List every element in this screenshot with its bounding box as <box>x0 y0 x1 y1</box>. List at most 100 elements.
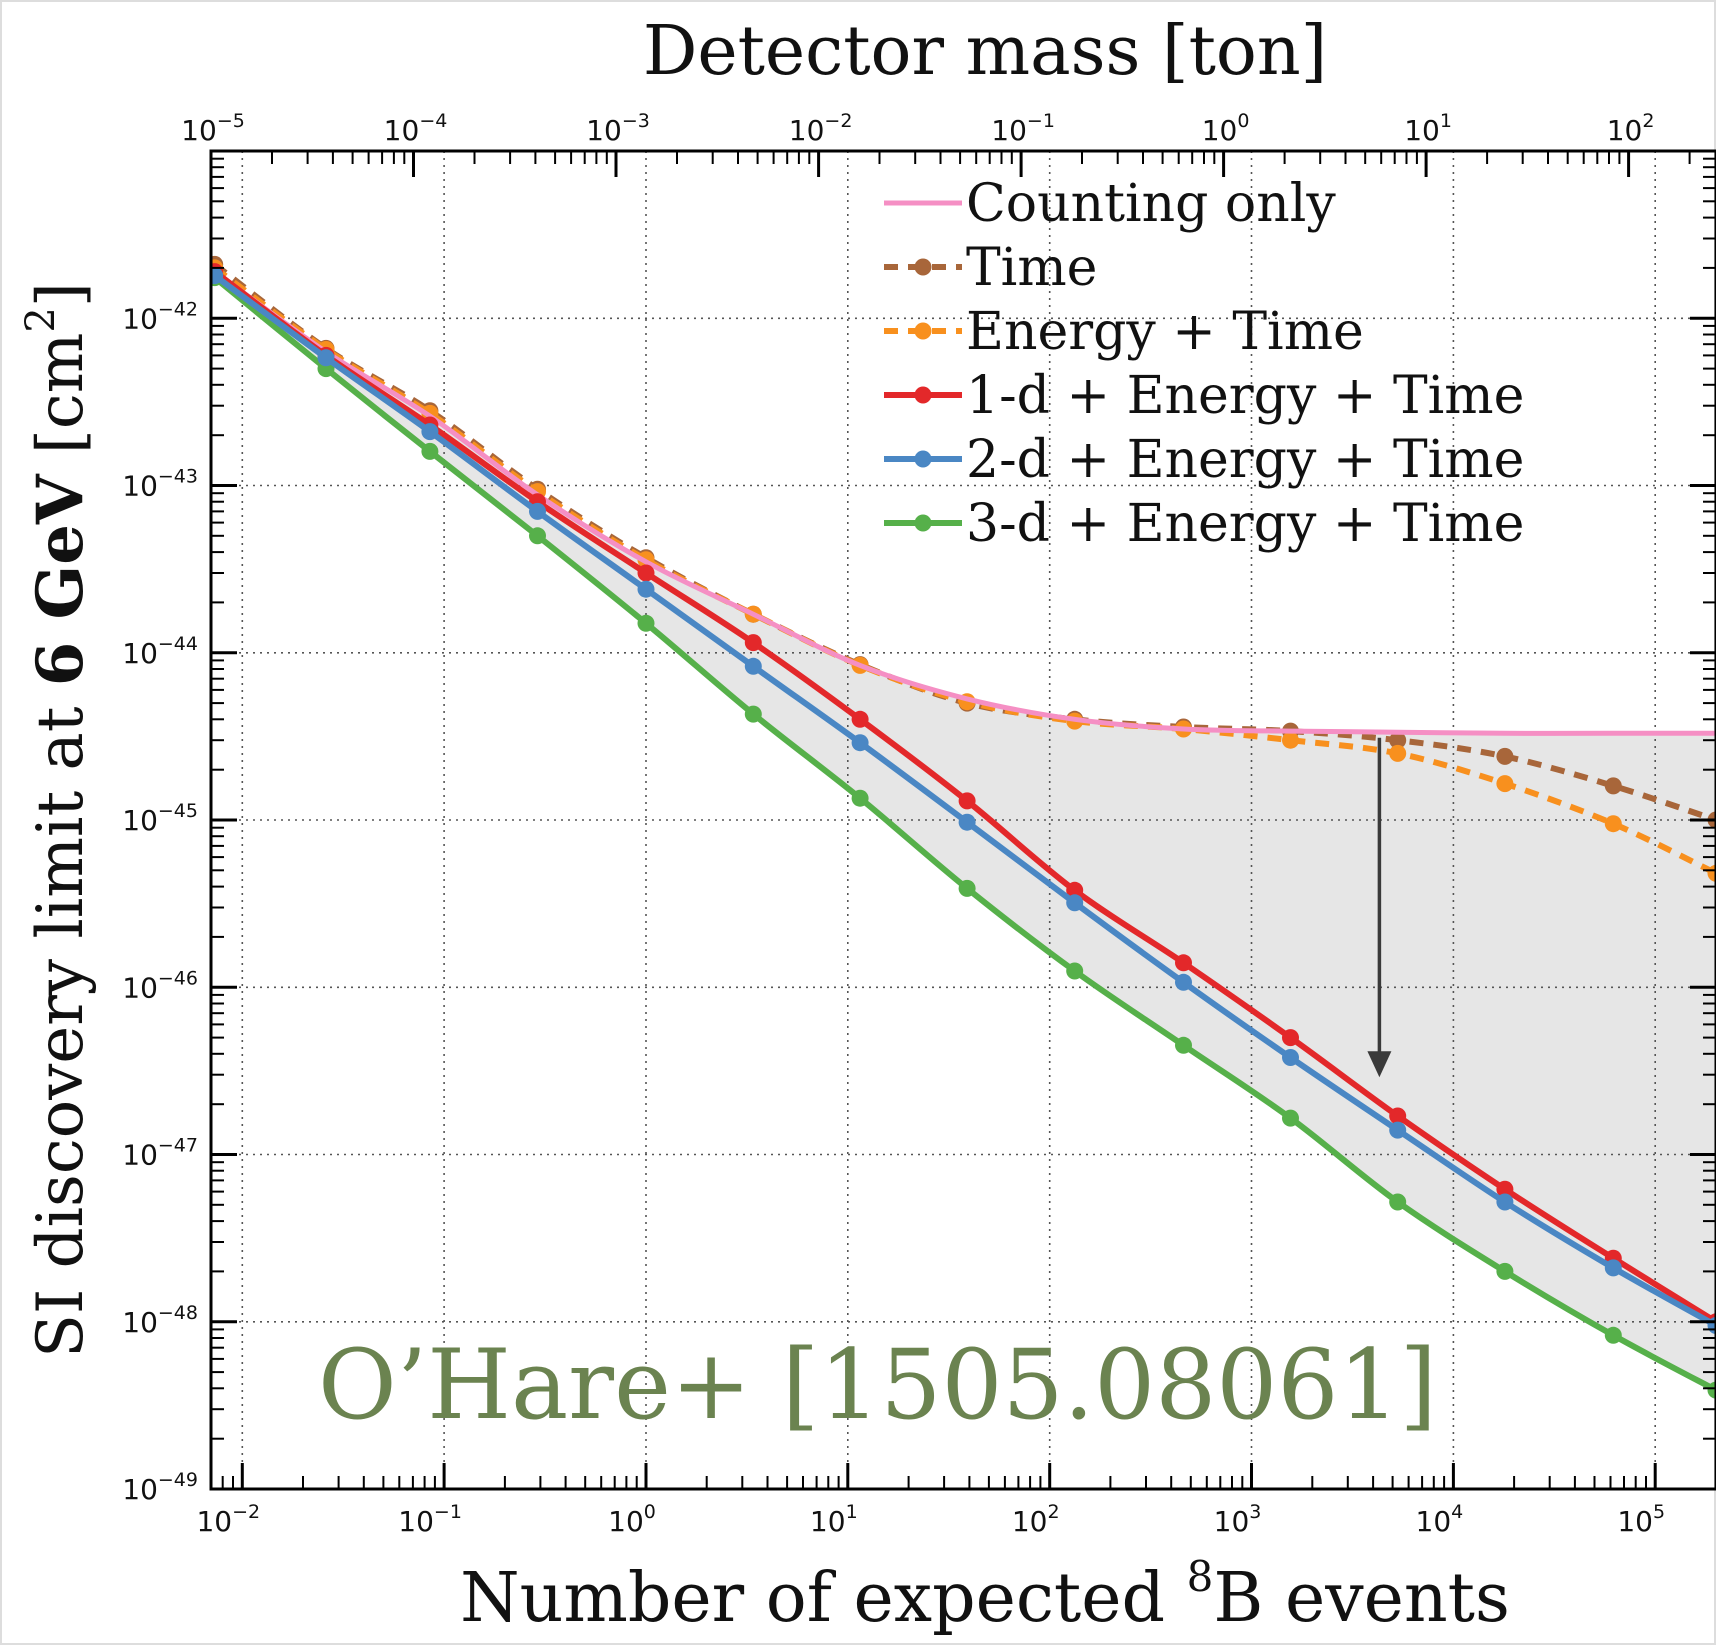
series-5 <box>211 269 1716 1399</box>
y-tick-label-2: 10−44 <box>122 633 198 670</box>
series-4-point-6 <box>851 734 869 752</box>
legend-marker-1 <box>914 258 932 276</box>
series-3-point-9 <box>1175 954 1192 972</box>
x-tick-label-5: 103 <box>1214 1501 1262 1538</box>
legend-label-1: Time <box>966 238 1097 298</box>
y-tick-label-7: 10−49 <box>122 1469 198 1506</box>
top-tick-label-2: 10−3 <box>586 110 650 147</box>
legend-entry-3: 1-d + Energy + Time <box>884 366 1524 426</box>
y-axis-title-pre: SI discovery limit at <box>24 686 98 1358</box>
series-2-point-14 <box>1707 864 1716 882</box>
series-5-point-6 <box>851 789 869 807</box>
y-axis-title-sup: 2 <box>18 307 64 332</box>
legend-entry-4: 2-d + Energy + Time <box>884 430 1524 490</box>
x-tick-labels: 10−2 10−1 100 101 102 103 104 105 <box>196 1501 1665 1538</box>
series-1-point-12 <box>1496 747 1514 765</box>
series-5-point-11 <box>1389 1193 1407 1211</box>
series-3-point-10 <box>1282 1029 1299 1047</box>
series-2-point-11 <box>1389 744 1407 762</box>
series-5-point-12 <box>1496 1262 1514 1280</box>
series-2-point-13 <box>1604 815 1622 833</box>
grid <box>211 151 1716 1490</box>
series-4-point-10 <box>1282 1049 1299 1066</box>
legend-label-5: 3-d + Energy + Time <box>966 494 1524 554</box>
series-5-point-10 <box>1282 1109 1299 1127</box>
series-5-point-5 <box>744 705 762 723</box>
legend-marker-3 <box>914 386 932 404</box>
series-3-point-5 <box>744 634 762 652</box>
series-4-point-12 <box>1496 1193 1514 1211</box>
y-tick-label-1: 10−43 <box>122 466 198 503</box>
series-5-point-3 <box>529 527 546 545</box>
x-tick-label-0: 10−2 <box>196 1501 260 1538</box>
x-tick-label-2: 100 <box>608 1501 656 1538</box>
x-tick-label-3: 101 <box>810 1501 858 1538</box>
series-4-point-9 <box>1175 973 1192 991</box>
x-axis-title-post: B events <box>1213 1559 1510 1638</box>
y-axis-title-end: ] <box>24 282 98 307</box>
series-layer <box>211 255 1716 1399</box>
legend-label-3: 1-d + Energy + Time <box>966 366 1524 426</box>
arrow-head <box>1367 1051 1392 1078</box>
series-0 <box>213 269 1716 736</box>
series-2-point-10 <box>1282 731 1299 749</box>
series-4-point-4 <box>637 580 655 598</box>
series-4-point-2 <box>421 423 439 441</box>
legend-entry-2: Energy + Time <box>884 302 1364 362</box>
legend-entry-0: Counting only <box>884 174 1336 234</box>
series-5-point-14 <box>1707 1381 1716 1399</box>
legend-label-2: Energy + Time <box>966 302 1364 362</box>
series-5-point-13 <box>1604 1326 1622 1344</box>
legend-marker-5 <box>914 514 932 532</box>
series-5-point-9 <box>1175 1036 1192 1054</box>
y-tick-label-3: 10−45 <box>122 800 198 837</box>
top-tick-label-6: 101 <box>1404 110 1452 147</box>
x-tick-label-4: 102 <box>1012 1501 1060 1538</box>
series-3-point-4 <box>637 564 655 582</box>
top-tick-label-5: 100 <box>1202 110 1250 147</box>
top-tick-labels: 10−5 10−4 10−3 10−2 10−1 100 101 102 <box>181 110 1654 147</box>
series-1-point-11 <box>1389 731 1407 749</box>
legend-marker-4 <box>914 450 932 468</box>
x-axis-title-sup: 8 <box>1187 1552 1214 1601</box>
series-4-point-11 <box>1389 1121 1407 1139</box>
citation-annotation: O’Hare+ [1505.08061] <box>318 1329 1437 1441</box>
ticks <box>209 149 1716 1491</box>
series-line-0 <box>213 269 1716 736</box>
series-5-point-7 <box>958 879 976 897</box>
series-4-point-5 <box>744 657 762 675</box>
y-tick-labels: 10−42 10−43 10−44 10−45 10−46 10−47 10−48 10−49 <box>122 298 198 1506</box>
series-5-point-4 <box>637 614 655 632</box>
legend-label-0: Counting only <box>966 174 1336 234</box>
x-axis-title-pre: Number of expected <box>460 1559 1187 1638</box>
series-4-point-7 <box>958 813 976 831</box>
series-5-point-8 <box>1066 962 1084 980</box>
top-tick-label-7: 102 <box>1607 110 1655 147</box>
legend-label-4: 2-d + Energy + Time <box>966 430 1524 490</box>
y-tick-label-0: 10−42 <box>122 298 198 335</box>
series-line-2 <box>212 265 1716 876</box>
y-axis-title-bold: 6 GeV <box>23 473 98 686</box>
top-tick-label-0: 10−5 <box>181 110 245 147</box>
series-2-point-12 <box>1496 775 1514 793</box>
y-tick-label-6: 10−48 <box>122 1302 198 1339</box>
y-tick-label-4: 10−46 <box>122 967 198 1004</box>
series-4-point-0 <box>211 267 224 285</box>
top-axis-title: Detector mass [ton] <box>643 12 1327 91</box>
top-tick-label-1: 10−4 <box>384 110 448 147</box>
y-tick-label-5: 10−47 <box>122 1135 198 1172</box>
top-tick-label-3: 10−2 <box>789 110 853 147</box>
series-1-point-13 <box>1604 777 1622 795</box>
series-4-point-3 <box>529 502 546 520</box>
series-4-point-8 <box>1066 894 1084 912</box>
x-tick-label-7: 105 <box>1617 1501 1665 1538</box>
series-3-point-7 <box>958 792 976 810</box>
x-tick-label-6: 104 <box>1416 1501 1464 1538</box>
legend-entry-5: 3-d + Energy + Time <box>884 494 1524 554</box>
top-tick-label-4: 10−1 <box>991 110 1055 147</box>
legend-marker-2 <box>914 322 932 340</box>
series-3-point-6 <box>851 710 869 728</box>
arrow <box>1367 737 1392 1078</box>
